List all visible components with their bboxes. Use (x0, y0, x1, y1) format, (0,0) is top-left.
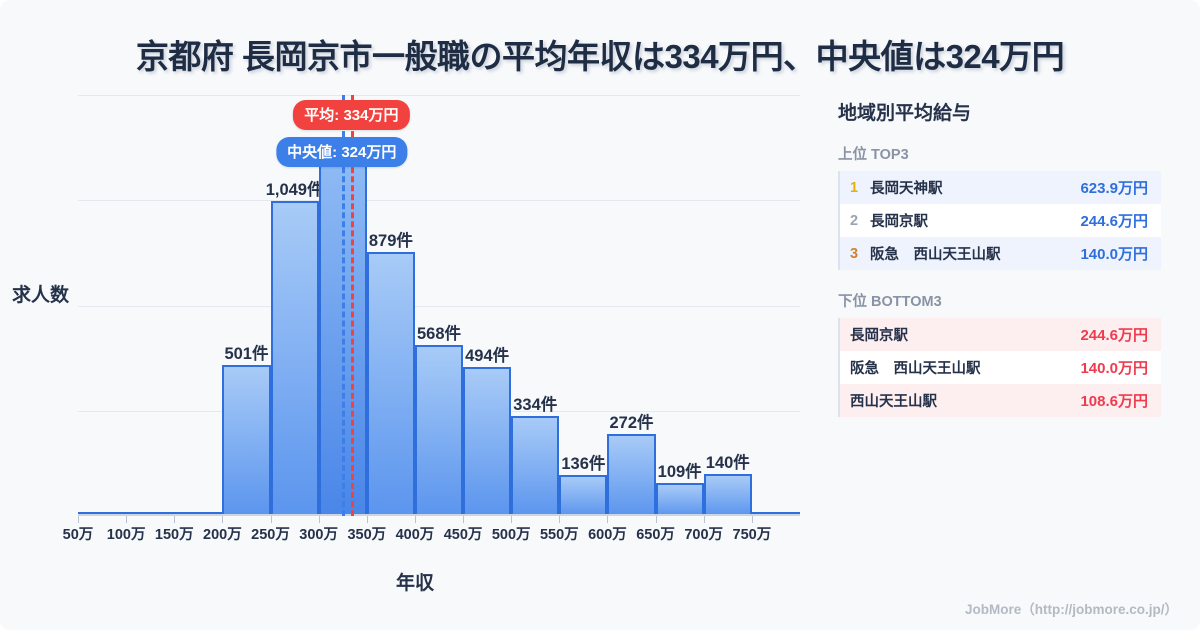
bar-value-label: 1,049件 (265, 180, 324, 199)
tick-mark (414, 516, 416, 523)
tick-mark (270, 516, 272, 523)
salary-value: 244.6万円 (1080, 213, 1148, 230)
median-badge: 中央値: 324万円 (276, 137, 408, 167)
x-tick-label: 100万 (106, 527, 146, 543)
top3-table: 1 長岡天神駅 623.9万円 2 長岡京駅 244.6万円 3 阪急 西山天王山駅 140.0… (838, 171, 1161, 270)
gridline (78, 95, 800, 96)
bar[interactable]: 272件 (607, 414, 656, 516)
salary-value: 244.6万円 (1080, 327, 1148, 344)
bar-value-label: 568件 (416, 325, 461, 344)
rank-number: 1 (850, 179, 859, 196)
bar[interactable]: 140件 (703, 454, 752, 516)
bottom3-table: 長岡京駅 244.6万円阪急 西山天王山駅 140.0万円西山天王山駅 108.6万円 (838, 318, 1161, 417)
x-tick-label: 150万 (154, 527, 194, 543)
x-tick-label: 50万 (62, 527, 94, 543)
x-tick-label: 600万 (588, 527, 627, 543)
x-tick-label: 400万 (395, 527, 435, 543)
salary-value: 108.6万円 (1080, 393, 1148, 410)
tick-mark (174, 516, 176, 523)
x-tick-label: 200万 (203, 527, 242, 543)
tick-mark (511, 516, 513, 523)
table-row[interactable]: 長岡京駅 244.6万円 (840, 318, 1161, 351)
rank-number: 2 (850, 212, 859, 229)
x-tick-label: 500万 (491, 527, 531, 543)
bar-value-label: 879件 (368, 231, 413, 250)
tick-mark (463, 516, 465, 523)
table-row[interactable]: 3 阪急 西山天王山駅 140.0万円 (840, 237, 1161, 270)
bar-value-label: 501件 (224, 345, 269, 364)
tick-mark (222, 516, 224, 523)
panel-title: 地域別平均給与 (838, 103, 972, 124)
salary-value: 140.0万円 (1080, 360, 1148, 377)
x-tick-label: 650万 (636, 527, 675, 543)
salary-value: 140.0万円 (1080, 246, 1148, 263)
tick-mark (78, 516, 79, 523)
bar-value-label: 109件 (657, 463, 702, 482)
gridline (78, 305, 800, 307)
page-title: 京都府 長岡京市一般職の平均年収は334万円、中央値は324万円 (135, 38, 1065, 75)
plot-area: 501件 1,049件 879件 568件 494件 334件 136件 272件 109件 14… (63, 95, 800, 543)
station-name: 阪急 西山天王山駅 (870, 247, 1001, 263)
station-name: 長岡天神駅 (870, 181, 943, 197)
table-row[interactable]: 西山天王山駅 108.6万円 (840, 384, 1161, 417)
y-axis-label: 求人数 (12, 285, 70, 306)
tick-mark (318, 516, 320, 523)
footer-watermark: JobMore（http://jobmore.co.jp/） (965, 602, 1178, 617)
regional-salary-panel: 地域別平均給与 上位 TOP3 1 長岡天神駅 623.9万円 2 長岡京駅 244.6万… (838, 98, 1168, 437)
salary-value: 623.9万円 (1080, 180, 1148, 197)
station-name: 西山天王山駅 (850, 394, 937, 410)
bar[interactable]: 879件 (366, 232, 415, 516)
bottom3-heading: 下位 BOTTOM3 (838, 294, 942, 310)
bar[interactable]: 1,049件 (266, 181, 323, 516)
tick-mark (703, 516, 705, 523)
tick-mark (126, 516, 128, 523)
bar-value-label: 272件 (609, 414, 654, 433)
table-row[interactable]: 阪急 西山天王山駅 140.0万円 (840, 351, 1161, 384)
median-line (341, 95, 345, 516)
station-name: 長岡京駅 (850, 328, 908, 344)
bar[interactable]: 334件 (511, 396, 560, 516)
station-name: 阪急 西山天王山駅 (850, 361, 981, 377)
bar-value-label: 494件 (465, 347, 510, 366)
bar[interactable]: 494件 (463, 347, 512, 516)
bar[interactable]: 109件 (655, 463, 704, 516)
mean-line (351, 95, 355, 516)
bar[interactable]: 136件 (559, 455, 608, 516)
gridline (78, 200, 800, 202)
x-axis-line (78, 514, 800, 516)
x-tick-label: 350万 (347, 527, 387, 543)
x-tick-label: 450万 (443, 527, 483, 543)
bar-value-label: 334件 (513, 395, 558, 414)
rank-number: 3 (850, 245, 859, 262)
tick-mark (607, 516, 609, 523)
histogram-chart: 求人数 年収 501件 1,049件 879件 568件 494件 334件 136件 272… (0, 90, 830, 594)
bar[interactable]: 501件 (222, 345, 271, 516)
x-tick-label: 700万 (684, 527, 724, 543)
table-row[interactable]: 2 長岡京駅 244.6万円 (840, 204, 1161, 237)
tick-mark (559, 516, 561, 523)
x-tick-label: 250万 (251, 527, 290, 543)
top3-heading: 上位 TOP3 (838, 147, 909, 163)
station-name: 長岡京駅 (870, 214, 928, 230)
bar-value-label: 136件 (561, 455, 606, 474)
x-tick-label: 550万 (539, 527, 579, 543)
tick-mark (655, 516, 657, 523)
x-tick-label: 750万 (732, 527, 772, 543)
bar-value-label: 140件 (705, 453, 750, 472)
tick-mark (751, 516, 753, 523)
table-row[interactable]: 1 長岡天神駅 623.9万円 (840, 171, 1161, 204)
mean-badge: 平均: 334万円 (293, 100, 410, 130)
bar[interactable]: 568件 (414, 325, 464, 516)
x-tick-label: 300万 (299, 527, 339, 543)
x-axis-label: 年収 (395, 573, 434, 594)
tick-mark (366, 516, 368, 523)
